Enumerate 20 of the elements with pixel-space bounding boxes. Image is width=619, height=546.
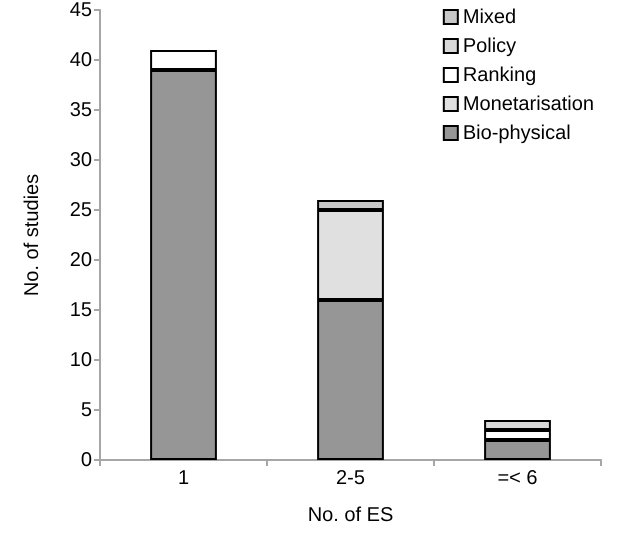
legend-label: Ranking: [462, 64, 536, 86]
legend-label: Bio-physical: [462, 122, 571, 144]
legend-label: Monetarisation: [462, 93, 594, 115]
y-tick-label: 35: [70, 99, 92, 121]
y-tick-label: 5: [80, 399, 92, 421]
y-tick-label: 20: [70, 249, 92, 271]
y-axis-title: No. of studies: [21, 174, 43, 296]
x-tick-label: 1: [178, 467, 190, 489]
y-tick-label: 0: [80, 449, 92, 471]
y-tick-label: 45: [70, 0, 92, 21]
x-tick-label: 2-5: [336, 467, 365, 489]
y-tick-label: 30: [70, 149, 92, 171]
x-tick-label: =< 6: [497, 467, 538, 489]
legend-label: Policy: [462, 35, 516, 57]
y-tick-label: 15: [70, 299, 92, 321]
y-tick-label: 25: [70, 199, 92, 221]
y-tick-label: 10: [70, 349, 92, 371]
x-axis-title: No. of ES: [308, 504, 394, 526]
legend-label: Mixed: [462, 6, 516, 28]
y-tick-label: 40: [70, 49, 92, 71]
